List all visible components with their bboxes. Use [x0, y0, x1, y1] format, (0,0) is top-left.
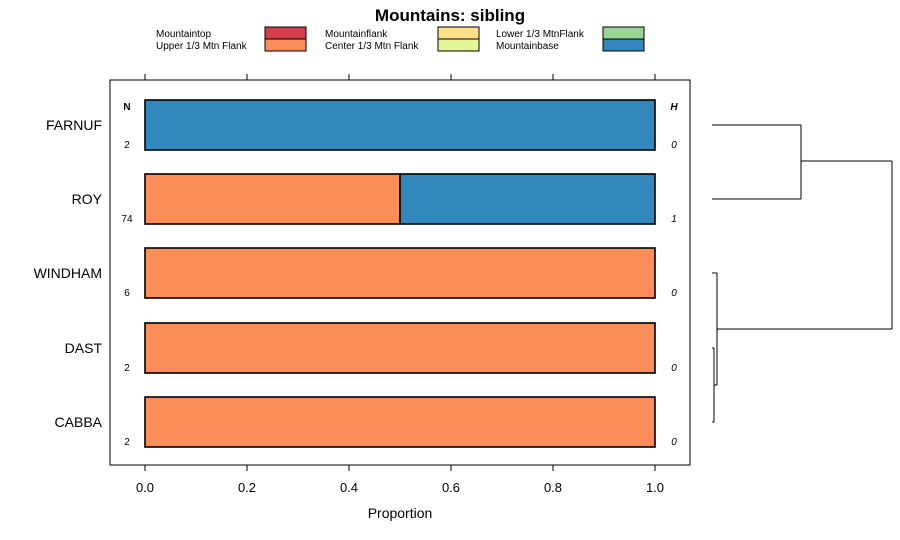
- plot-frame: [109, 79, 691, 466]
- x-tick-label-4: 0.8: [544, 480, 562, 495]
- legend-swatch-3: [437, 38, 480, 52]
- category-label-0: FARNUF: [46, 117, 102, 133]
- bars: [144, 99, 656, 448]
- n-column-header: N: [123, 102, 130, 113]
- legend-label-5: Mountainbase: [496, 41, 559, 52]
- h-column-header: H: [670, 102, 678, 113]
- legend-swatch-4: [602, 26, 645, 40]
- n-value-0: 2: [124, 140, 130, 151]
- chart-title: Mountains: sibling: [375, 6, 525, 25]
- bar-roy-5: [399, 173, 656, 225]
- x-axis-title: Proportion: [368, 505, 433, 521]
- legend-swatch-5: [602, 38, 645, 52]
- legend-label-4: Lower 1/3 MtnFlank: [496, 29, 585, 40]
- legend-swatch-0: [264, 26, 307, 40]
- x-tick-label-0: 0.0: [136, 480, 154, 495]
- bar-dast-1: [144, 322, 656, 374]
- category-label-1: ROY: [72, 191, 103, 207]
- x-tick-label-5: 1.0: [646, 480, 664, 495]
- legend-swatch-1: [264, 38, 307, 52]
- h-value-0: 0: [671, 140, 677, 151]
- legend-label-2: Mountainflank: [325, 29, 388, 40]
- h-value-1: 1: [671, 214, 677, 225]
- bar-farnuf-5: [144, 99, 656, 151]
- legend-swatch-2: [437, 26, 480, 40]
- n-value-3: 2: [124, 363, 130, 374]
- legend-label-3: Center 1/3 Mtn Flank: [325, 41, 419, 52]
- row-labels: FARNUF 2 0 ROY 74 1 WINDHAM 6 0 DAST 2 0 CABBA 2 0: [34, 117, 678, 448]
- x-tick-label-2: 0.4: [340, 480, 358, 495]
- bar-windham-1: [144, 247, 656, 299]
- n-value-4: 2: [124, 437, 130, 448]
- x-tick-label-1: 0.2: [238, 480, 256, 495]
- n-value-2: 6: [124, 288, 130, 299]
- legend-label-0: Mountaintop: [156, 29, 211, 40]
- h-value-3: 0: [671, 363, 677, 374]
- n-value-1: 74: [121, 214, 133, 225]
- dendrogram: [712, 124, 893, 423]
- x-axis: 0.0 0.2 0.4 0.6 0.8 1.0: [136, 74, 664, 495]
- bar-roy-1: [144, 173, 401, 225]
- category-label-3: DAST: [65, 340, 103, 356]
- h-value-4: 0: [671, 437, 677, 448]
- legend-label-1: Upper 1/3 Mtn Flank: [156, 41, 248, 52]
- x-tick-label-3: 0.6: [442, 480, 460, 495]
- bar-cabba-1: [144, 396, 656, 448]
- h-value-2: 0: [671, 288, 677, 299]
- category-label-4: CABBA: [55, 414, 103, 430]
- category-label-2: WINDHAM: [34, 265, 102, 281]
